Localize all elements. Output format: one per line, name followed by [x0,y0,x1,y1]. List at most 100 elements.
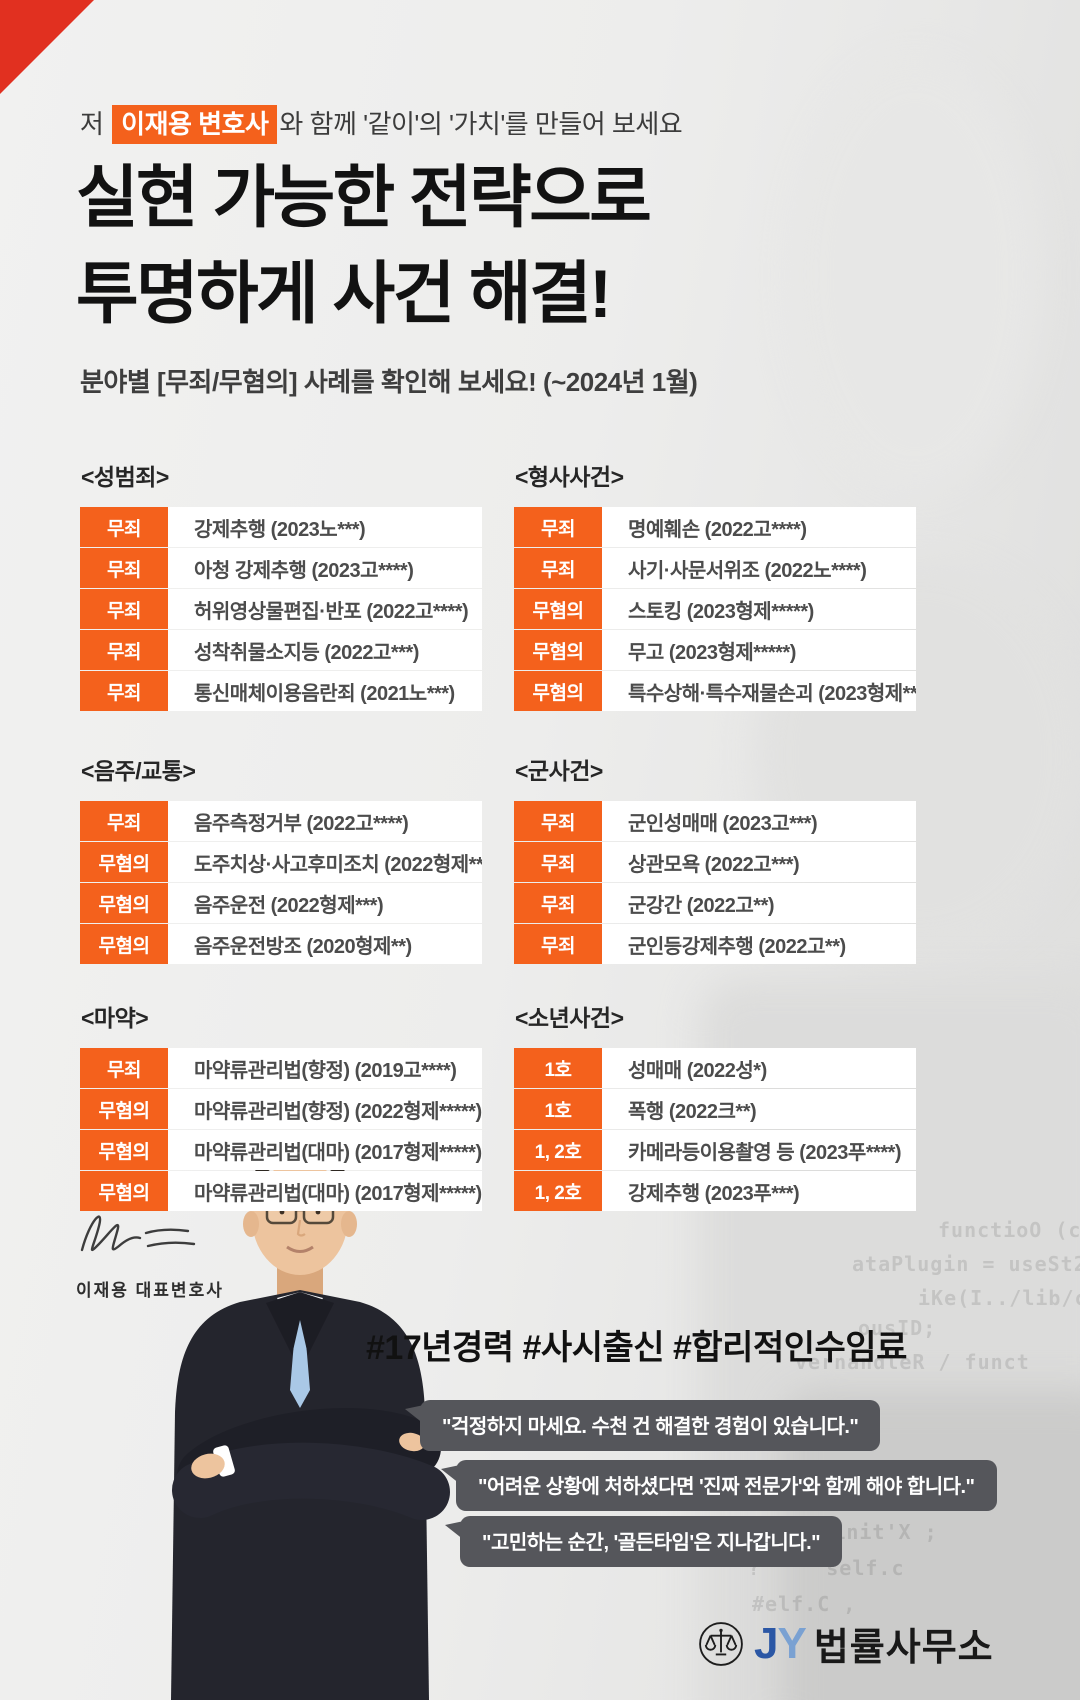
section-dui-traffic: <음주/교통> 무죄 음주측정거부 (2022고****) 무혐의 도주치상·사고후미… [80,752,482,965]
quote-bubble: "어려운 상황에 처하셨다면 '진짜 전문가'와 함께 해야 합니다." [441,1460,997,1511]
verdict-badge: 무혐의 [80,1171,168,1211]
page-title-line2: 투명하게 사건 해결! [76,256,612,332]
case-description: 성착취물소지등 (2022고***) [168,630,482,670]
verdict-badge: 무죄 [514,842,602,882]
section-juvenile-cases: <소년사건> 1호 성매매 (2022성*) 1호 폭행 (2022크**) 1, 2호… [514,999,916,1212]
case-row: 무혐의 특수상해·특수재물손괴 (2023형제*****) [514,671,916,711]
verdict-badge: 1호 [514,1089,602,1129]
page-title: 실현 가능한 전략으로 투명하게 사건 해결! [76,150,652,342]
page-subtitle: 분야별 [무죄/무혐의] 사례를 확인해 보세요! (~2024년 1월) [80,367,698,397]
case-description: 마약류관리법(대마) (2017형제*****) [168,1130,482,1170]
verdict-badge: 무죄 [80,589,168,629]
case-row: 무혐의 음주운전방조 (2020형제**) [80,924,482,964]
case-row: 무죄 성착취물소지등 (2022고***) [80,630,482,670]
logo-letter-j: J [754,1618,779,1668]
section-title: <마약> [81,1005,149,1031]
case-description: 마약류관리법(대마) (2017형제*****) [168,1171,482,1211]
case-description: 특수상해·특수재물손괴 (2023형제*****) [602,671,916,711]
case-row: 1호 성매매 (2022성*) [514,1048,916,1088]
verdict-badge: 무죄 [80,671,168,711]
verdict-badge: 무혐의 [514,630,602,670]
verdict-badge: 1, 2호 [514,1171,602,1211]
case-description: 군인성매매 (2023고***) [602,801,916,841]
logo-initials: JY [754,1618,807,1669]
verdict-badge: 무죄 [514,801,602,841]
logo-firm-name: 법률사무소 [813,1627,994,1669]
case-row: 무죄 사기·사문서위조 (2022노****) [514,548,916,588]
hashtags: #17년경력 #사시출신 #합리적인수임료 [366,1329,907,1367]
case-table: 무죄 마약류관리법(향정) (2019고****) 무혐의 마약류관리법(향정) (2… [80,1048,482,1211]
background-figure-head [790,60,1040,490]
case-row: 1호 폭행 (2022크**) [514,1089,916,1129]
intro-prefix: 저 [80,109,104,139]
case-row: 1, 2호 카메라등이용촬영 등 (2023푸****) [514,1130,916,1170]
firm-logo: JY 법률사무소 [698,1616,994,1671]
signature-graphic [80,1215,196,1252]
case-description: 마약류관리법(향정) (2022형제*****) [168,1089,482,1129]
case-description: 상관모욕 (2022고***) [602,842,916,882]
case-description: 명예훼손 (2022고****) [602,507,916,547]
section-title: <형사사건> [515,464,624,490]
case-description: 군강간 (2022고**) [602,883,916,923]
case-row: 무죄 통신매체이용음란죄 (2021노***) [80,671,482,711]
verdict-badge: 무죄 [514,507,602,547]
case-row: 무죄 강제추행 (2023노***) [80,507,482,547]
background-code-text: functioO (co [938,1218,1080,1242]
verdict-badge: 무혐의 [80,883,168,923]
case-table: 1호 성매매 (2022성*) 1호 폭행 (2022크**) 1, 2호 카메라등이용촬… [514,1048,916,1211]
section-title: <소년사건> [515,1005,624,1031]
intro-line: 저 이재용 변호사 와 함께 '같이'의 '가치'를 만들어 보세요 [80,104,683,144]
case-table: 무죄 군인성매매 (2023고***) 무죄 상관모욕 (2022고***) 무죄 군강간… [514,801,916,964]
scales-icon [699,1621,743,1666]
verdict-badge: 무죄 [80,507,168,547]
case-description: 아청 강제추행 (2023고****) [168,548,482,588]
logo-letter-y: Y [777,1618,806,1668]
case-row: 무죄 마약류관리법(향정) (2019고****) [80,1048,482,1088]
case-description: 허위영상물편집·반포 (2022고****) [168,589,482,629]
section-criminal-cases: <형사사건> 무죄 명예훼손 (2022고****) 무죄 사기·사문서위조 (202… [514,458,916,712]
case-row: 무혐의 도주치상·사고후미조치 (2022형제*****) [80,842,482,882]
case-description: 강제추행 (2023노***) [168,507,482,547]
case-table: 무죄 음주측정거부 (2022고****) 무혐의 도주치상·사고후미조치 (2022… [80,801,482,964]
background-code-text: ataPlugin = useSt2tsPlugin [852,1252,1080,1276]
case-row: 무죄 명예훼손 (2022고****) [514,507,916,547]
background-code-text: iKe(I../lib/co [918,1286,1080,1310]
case-row: 무죄 군인등강제추행 (2022고**) [514,924,916,964]
case-description: 음주운전방조 (2020형제**) [168,924,482,964]
background-code-text: vernandleR / funct [795,1350,1030,1374]
verdict-badge: 무혐의 [80,842,168,882]
case-description: 음주측정거부 (2022고****) [168,801,482,841]
case-description: 스토킹 (2023형제*****) [602,589,916,629]
verdict-badge: 무혐의 [514,671,602,711]
section-military-cases: <군사건> 무죄 군인성매매 (2023고***) 무죄 상관모욕 (2022고***… [514,752,916,965]
case-row: 무죄 아청 강제추행 (2023고****) [80,548,482,588]
verdict-badge: 무혐의 [80,924,168,964]
case-description: 도주치상·사고후미조치 (2022형제*****) [168,842,482,882]
case-description: 음주운전 (2022형제***) [168,883,482,923]
case-description: 강제추행 (2023푸***) [602,1171,916,1211]
case-row: 무혐의 무고 (2023형제*****) [514,630,916,670]
case-row: 1, 2호 강제추행 (2023푸***) [514,1171,916,1211]
verdict-badge: 무죄 [80,801,168,841]
verdict-badge: 무죄 [514,883,602,923]
verdict-badge: 무죄 [80,548,168,588]
case-description: 통신매체이용음란죄 (2021노***) [168,671,482,711]
verdict-badge: 무죄 [80,1048,168,1088]
case-table: 무죄 강제추행 (2023노***) 무죄 아청 강제추행 (2023고****) 무죄… [80,507,482,711]
verdict-badge: 무죄 [514,548,602,588]
page-title-line1: 실현 가능한 전략으로 [76,160,652,236]
case-row: 무죄 군인성매매 (2023고***) [514,801,916,841]
case-row: 무혐의 음주운전 (2022형제***) [80,883,482,923]
case-description: 군인등강제추행 (2022고**) [602,924,916,964]
section-drugs: <마약> 무죄 마약류관리법(향정) (2019고****) 무혐의 마약류관리법(향… [80,999,482,1212]
case-description: 카메라등이용촬영 등 (2023푸****) [602,1130,916,1170]
lawyer-crossed-arms [172,1408,450,1520]
case-row: 무죄 허위영상물편집·반포 (2022고****) [80,589,482,629]
quote-bubble: "걱정하지 마세요. 수천 건 해결한 경험이 있습니다." [404,1400,881,1451]
case-row: 무죄 음주측정거부 (2022고****) [80,801,482,841]
case-description: 폭행 (2022크**) [602,1089,916,1129]
case-table: 무죄 명예훼손 (2022고****) 무죄 사기·사문서위조 (2022노****)… [514,507,916,711]
section-title: <성범죄> [81,464,169,490]
